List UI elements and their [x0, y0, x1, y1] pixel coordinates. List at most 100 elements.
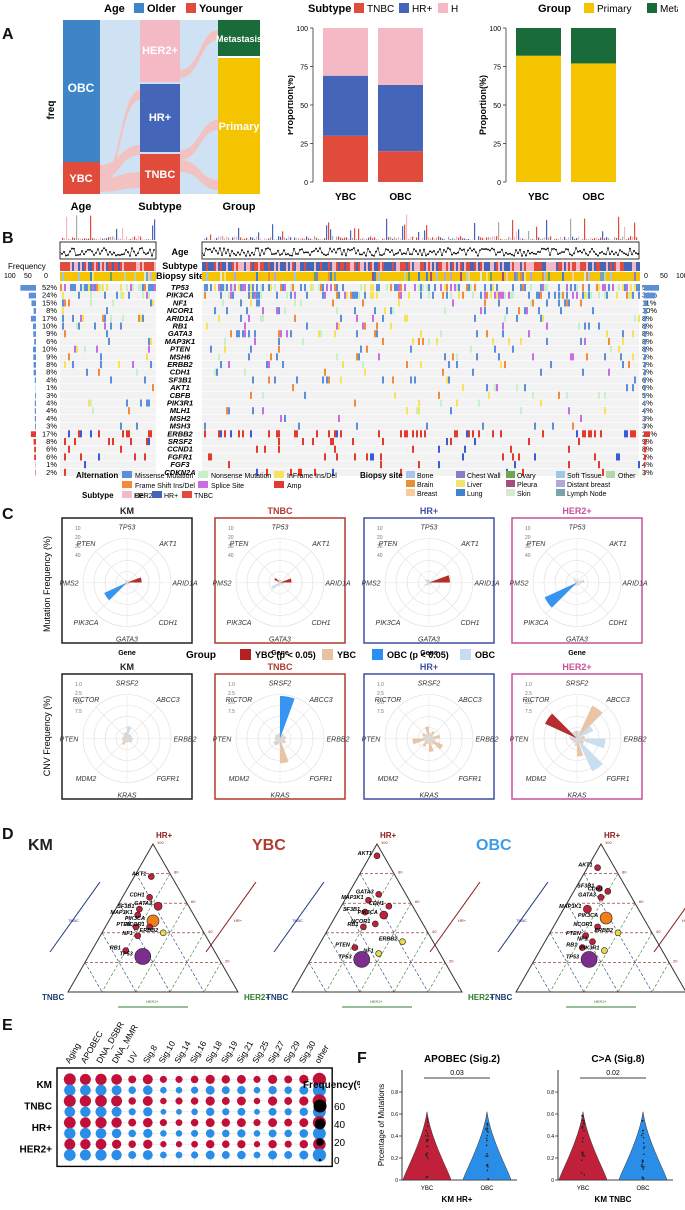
subtype-cell — [212, 262, 214, 271]
ybc-pct: 10% — [42, 322, 57, 331]
polar-wedge-obc-fgfr1 — [577, 738, 603, 772]
alteration-cell — [216, 368, 218, 376]
alteration-cell — [524, 307, 526, 315]
violin-obc — [618, 1111, 668, 1181]
subtype-cell — [282, 262, 284, 271]
alteration-cell — [512, 345, 514, 353]
biopsy-cell — [62, 272, 64, 281]
polar-grid-spoke — [397, 738, 430, 770]
legend-biopsy-label: Pleura — [517, 482, 537, 489]
ternary-point-map3k1 — [583, 904, 592, 914]
alteration-cell — [448, 361, 450, 369]
alteration-cell — [580, 337, 582, 345]
alteration-cell — [454, 284, 456, 292]
alteration-cell — [148, 430, 150, 438]
biopsy-cell — [440, 272, 442, 281]
subtype-cell — [612, 262, 614, 271]
ternary-tick: 60 — [639, 899, 644, 904]
polar-gene-label: SRSF2 — [418, 681, 441, 688]
bar-ybc-metastasis — [516, 28, 561, 56]
subtype-cell — [620, 262, 622, 271]
tmb-bar — [496, 236, 498, 240]
ternary-point-akt1 — [373, 852, 381, 860]
biopsy-cell — [526, 272, 528, 281]
dot-hr-pos-ybc-7 — [175, 1119, 183, 1126]
biopsy-cell — [336, 272, 338, 281]
biopsy-cell — [492, 272, 494, 281]
tmb-bar — [394, 237, 396, 240]
dot-her2-pos-ybc-14 — [284, 1140, 292, 1148]
legend-alteration-label: InFrame Ins/Del — [287, 473, 337, 480]
alteration-cell — [636, 284, 638, 292]
biopsy-cell — [202, 272, 204, 281]
ybc-pct: 4% — [46, 399, 57, 408]
polar-wedge-ybc-fgfr1 — [577, 738, 585, 744]
subtype-cell — [632, 262, 634, 271]
subtype-cell — [290, 262, 292, 271]
row-bg — [60, 414, 156, 422]
alteration-cell — [226, 307, 228, 315]
tmb-bar — [226, 236, 228, 240]
biopsy-cell — [370, 272, 372, 281]
polar-grid-spoke — [95, 707, 128, 739]
tmb-bar — [292, 239, 294, 240]
alteration-cell — [92, 284, 94, 292]
polar-wedge-obc-cdh1 — [127, 582, 129, 585]
dot-tnbc-ybc-13 — [267, 1096, 278, 1106]
dot-km-ybc-11 — [236, 1074, 246, 1084]
alteration-cell — [234, 284, 236, 292]
ternary-point-label: TP53 — [339, 954, 352, 960]
polar-title: HER2+ — [562, 662, 591, 672]
alteration-cell — [136, 368, 138, 376]
biopsy-cell — [628, 272, 630, 281]
alteration-cell — [564, 299, 566, 307]
legend-biopsy-label: Other — [618, 473, 636, 480]
subtype-cell — [556, 262, 558, 271]
polar-wedge-obc-srsf2 — [280, 696, 295, 739]
subtype-cell — [344, 262, 346, 271]
alteration-cell — [470, 345, 472, 353]
polar-tick-label: 7.5 — [525, 709, 532, 715]
ternary-point-ncor1 — [146, 923, 153, 931]
subtype-cell — [98, 262, 100, 271]
subtype-cell — [382, 262, 384, 271]
alteration-cell — [356, 314, 358, 322]
alteration-cell — [154, 284, 156, 292]
alteration-cell — [230, 284, 232, 292]
biopsy-cell — [306, 272, 308, 281]
dot-tnbc-obc-14 — [284, 1108, 292, 1116]
alteration-cell — [112, 438, 114, 446]
alteration-cell — [336, 291, 338, 299]
subtype-cell — [366, 262, 368, 271]
alteration-cell — [514, 461, 516, 469]
polar-wedge-obc-abcc3 — [127, 734, 132, 739]
polar-wedge-ybc-abcc3 — [280, 733, 284, 739]
alteration-cell — [472, 430, 474, 438]
tmb-bar — [270, 237, 272, 240]
violin-point — [426, 1118, 429, 1120]
polar-wedge-ybc-pten — [121, 738, 127, 741]
violin-point — [643, 1145, 646, 1148]
polar-wedge-obc-kras — [574, 738, 577, 747]
biopsy-cell — [616, 272, 618, 281]
biopsy-cell — [566, 272, 568, 281]
alteration-cell — [398, 284, 400, 292]
alteration-cell — [120, 291, 122, 299]
alteration-cell — [332, 299, 334, 307]
alteration-cell — [246, 307, 248, 315]
legend-alteration-swatch — [198, 471, 208, 478]
alteration-cell — [532, 391, 534, 399]
alteration-cell — [414, 376, 416, 384]
biopsy-cell — [630, 272, 632, 281]
dot-her2-pos-ybc-8 — [191, 1140, 198, 1148]
tmb-bar — [96, 239, 98, 240]
alteration-cell — [418, 337, 420, 345]
dot-tnbc-obc-5 — [143, 1107, 153, 1117]
biopsy-cell — [632, 272, 634, 281]
biopsy-cell — [148, 272, 150, 281]
ybc-pct: 15% — [42, 298, 57, 307]
polar-tick-label: 30 — [228, 544, 234, 550]
alteration-cell — [410, 345, 412, 353]
